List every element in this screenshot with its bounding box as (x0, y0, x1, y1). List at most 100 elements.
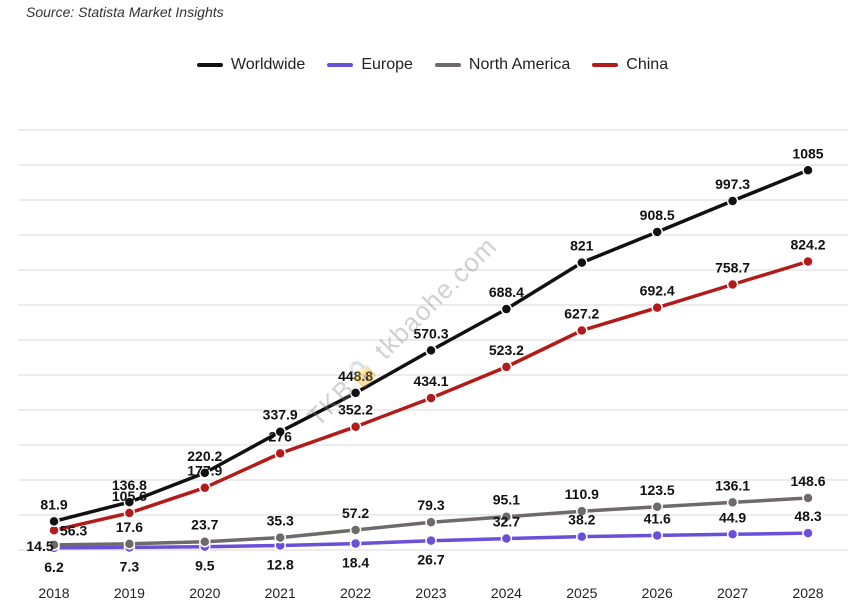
data-point (651, 226, 663, 238)
data-point (500, 303, 513, 315)
data-point (802, 164, 814, 176)
x-tick-label: 2020 (189, 585, 220, 601)
data-label: 41.6 (644, 510, 671, 526)
data-point (349, 387, 362, 399)
data-label: 824.2 (790, 237, 825, 253)
data-label: 177.9 (187, 463, 222, 479)
data-point (425, 534, 437, 547)
data-label: 44.9 (719, 509, 746, 525)
data-point (726, 195, 739, 207)
chart-legend: Worldwide Europe North America China (0, 56, 865, 74)
legend-label-china: China (626, 56, 669, 73)
data-point (199, 535, 211, 548)
data-point (199, 467, 211, 479)
data-point (425, 344, 437, 357)
data-point (199, 481, 211, 494)
data-point (726, 528, 739, 541)
legend-item-china: China (592, 56, 668, 74)
data-label: 7.3 (120, 558, 140, 574)
x-tick-label: 2024 (491, 585, 522, 601)
data-label: 997.3 (715, 176, 750, 192)
data-label: 38.2 (568, 512, 595, 528)
data-point (802, 527, 814, 539)
data-label: 123.5 (640, 482, 675, 498)
data-label: 627.2 (564, 305, 599, 321)
data-label: 35.3 (267, 513, 294, 529)
x-tick-label: 2026 (642, 585, 673, 601)
legend-item-north-america: North America (434, 56, 571, 74)
data-label: 688.4 (489, 284, 524, 300)
source-note: Source: Statista Market Insights (26, 4, 224, 20)
data-label: 220.2 (187, 448, 222, 464)
x-axis-ticks: 2018 2019 2020 2021 2022 2023 2024 2025 2026 2027… (38, 585, 823, 601)
x-tick-label: 2028 (792, 585, 823, 601)
data-label: 48.3 (794, 508, 821, 524)
data-point (425, 392, 437, 404)
legend-label-north-america: North America (468, 56, 571, 73)
data-point (425, 516, 437, 528)
data-label: 570.3 (413, 325, 448, 341)
data-label: 23.7 (191, 517, 218, 533)
x-tick-label: 2023 (415, 585, 446, 601)
data-label: 57.2 (342, 505, 369, 521)
data-label: 95.1 (493, 492, 520, 508)
data-point (726, 278, 739, 291)
x-tick-label: 2025 (566, 585, 597, 601)
data-point (576, 530, 588, 543)
data-label: 136.8 (112, 477, 147, 493)
data-label: 14.5 (26, 538, 53, 554)
data-label: 56.3 (60, 522, 87, 538)
data-label: 1085 (792, 145, 823, 161)
data-label: 337.9 (263, 407, 298, 423)
x-tick-label: 2021 (265, 585, 296, 601)
data-label: 12.8 (267, 557, 294, 573)
x-tick-label: 2019 (114, 585, 145, 601)
legend-item-europe: Europe (327, 56, 413, 74)
grid-lines (18, 129, 848, 551)
data-label: 6.2 (44, 559, 64, 575)
data-point (802, 492, 814, 504)
data-label: 136.1 (715, 477, 750, 493)
data-point (576, 256, 588, 269)
data-label: 434.1 (413, 373, 448, 389)
watermark: TKB🔒 tkbaohe.com (301, 231, 503, 433)
data-label: 81.9 (40, 496, 67, 512)
data-point (651, 501, 663, 513)
data-point (349, 420, 362, 433)
data-point (802, 255, 814, 268)
data-label: 110.9 (565, 486, 599, 502)
legend-swatch-europe (327, 63, 354, 67)
series-points (48, 164, 814, 554)
series-lines (52, 168, 810, 550)
legend-swatch-north-america (434, 63, 461, 67)
data-label: 9.5 (195, 558, 215, 574)
data-point (274, 531, 286, 544)
legend-label-worldwide: Worldwide (230, 56, 306, 73)
data-label: 26.7 (417, 552, 444, 568)
data-labels: 6.2 7.3 9.5 12.8 18.4 26.7 32.7 38.2 41.6 44.9 48.… (26, 145, 825, 575)
data-point (651, 301, 663, 314)
data-label: 692.4 (640, 283, 675, 299)
legend-label-europe: Europe (361, 56, 413, 73)
data-label: 448.8 (338, 368, 373, 384)
data-label: 908.5 (640, 207, 675, 223)
data-point (349, 537, 362, 550)
data-point (48, 539, 60, 551)
data-label: 18.4 (342, 555, 369, 571)
data-label: 17.6 (116, 519, 143, 535)
x-tick-label: 2018 (38, 585, 69, 601)
data-label: 758.7 (715, 259, 750, 275)
data-point (123, 496, 136, 508)
data-point (500, 532, 513, 545)
data-point (349, 524, 362, 536)
data-label: 148.6 (790, 473, 825, 489)
data-label: 523.2 (489, 342, 524, 358)
data-point (500, 361, 513, 373)
data-point (726, 496, 739, 509)
x-tick-label: 2022 (340, 585, 371, 601)
data-point (576, 505, 588, 517)
data-point (123, 538, 136, 550)
data-label: 352.2 (338, 402, 373, 418)
legend-item-worldwide: Worldwide (196, 56, 306, 74)
